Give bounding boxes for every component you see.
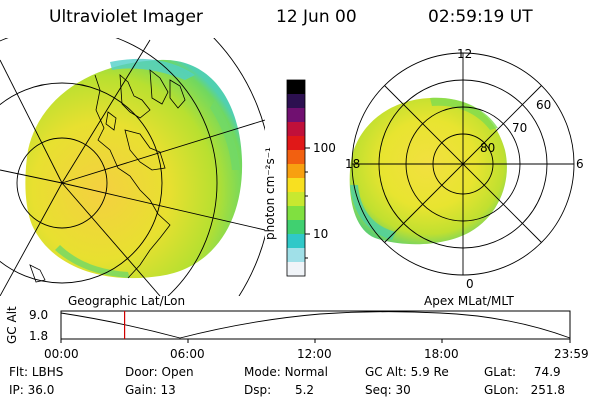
- observation-time: 02:59:19 UT: [428, 7, 533, 27]
- geographic-image: [0, 38, 265, 296]
- left-panel-caption: Geographic Lat/Lon: [68, 294, 186, 308]
- info-flt: Flt: LBHS: [9, 365, 64, 379]
- colorbar-tick-10: 10: [313, 227, 329, 241]
- colorbar-stripe: [287, 220, 305, 235]
- timeline-tick-2359: 23:59: [554, 347, 589, 361]
- altitude-timeline: [60, 310, 571, 343]
- mlt-label-6: 6: [576, 157, 584, 171]
- instrument-title: Ultraviolet Imager: [49, 7, 203, 27]
- apex-polar-plot: [349, 52, 575, 276]
- colorbar-stripe: [287, 136, 305, 151]
- right-panel-caption: Apex MLat/MLT: [424, 294, 514, 308]
- colorbar-stripe: [287, 122, 305, 137]
- info-seq: Seq: 30: [365, 383, 411, 397]
- colorbar-stripe: [287, 178, 305, 193]
- colorbar-stripe: [287, 234, 305, 249]
- timeline-y-bottom: 1.8: [29, 329, 49, 343]
- colorbar-stripe: [287, 164, 305, 179]
- info-mode: Mode: Normal: [244, 365, 328, 379]
- colorbar-tick-100: 100: [313, 141, 336, 155]
- coastline-outlines: [29, 69, 186, 283]
- aurora-glow-left: [25, 59, 243, 279]
- colorbar-stripe: [287, 248, 305, 263]
- timeline-tick-0000: 00:00: [44, 347, 79, 361]
- timeline-y-top: 9.0: [29, 308, 49, 322]
- mlat-label-60: 60: [536, 98, 552, 112]
- colorbar-stripe: [287, 262, 305, 277]
- timeline-tick-1200: 12:00: [297, 347, 332, 361]
- mlat-label-70: 70: [512, 121, 528, 135]
- colorbar-stripe: [287, 80, 305, 95]
- info-door: Door: Open: [125, 365, 194, 379]
- info-gc-alt: GC Alt: 5.9 Re: [365, 365, 449, 379]
- info-dsp: Dsp: 5.2: [244, 383, 315, 397]
- timeline-axis-label: GC Alt: [5, 306, 19, 344]
- mlt-label-0: 0: [466, 277, 474, 291]
- colorbar-stripe: [287, 206, 305, 221]
- info-glon: GLon: 251.8: [484, 383, 565, 397]
- colorbar-stripe: [287, 108, 305, 123]
- mlat-label-80: 80: [480, 141, 496, 155]
- colorbar: [286, 79, 310, 277]
- info-glat: GLat: 74.9: [484, 365, 561, 379]
- colorbar-stripe: [287, 192, 305, 207]
- timeline-tick-0600: 06:00: [170, 347, 205, 361]
- mlt-label-18: 18: [345, 157, 361, 171]
- timeline-tick-1800: 18:00: [424, 347, 459, 361]
- colorbar-stripe: [287, 150, 305, 165]
- colorbar-unit-label: photon cm⁻²s⁻¹: [263, 147, 277, 240]
- info-ip: IP: 36.0: [9, 383, 55, 397]
- colorbar-stripe: [287, 94, 305, 109]
- observation-date: 12 Jun 00: [276, 7, 357, 27]
- info-gain: Gain: 13: [125, 383, 176, 397]
- mlt-label-12: 12: [457, 47, 473, 61]
